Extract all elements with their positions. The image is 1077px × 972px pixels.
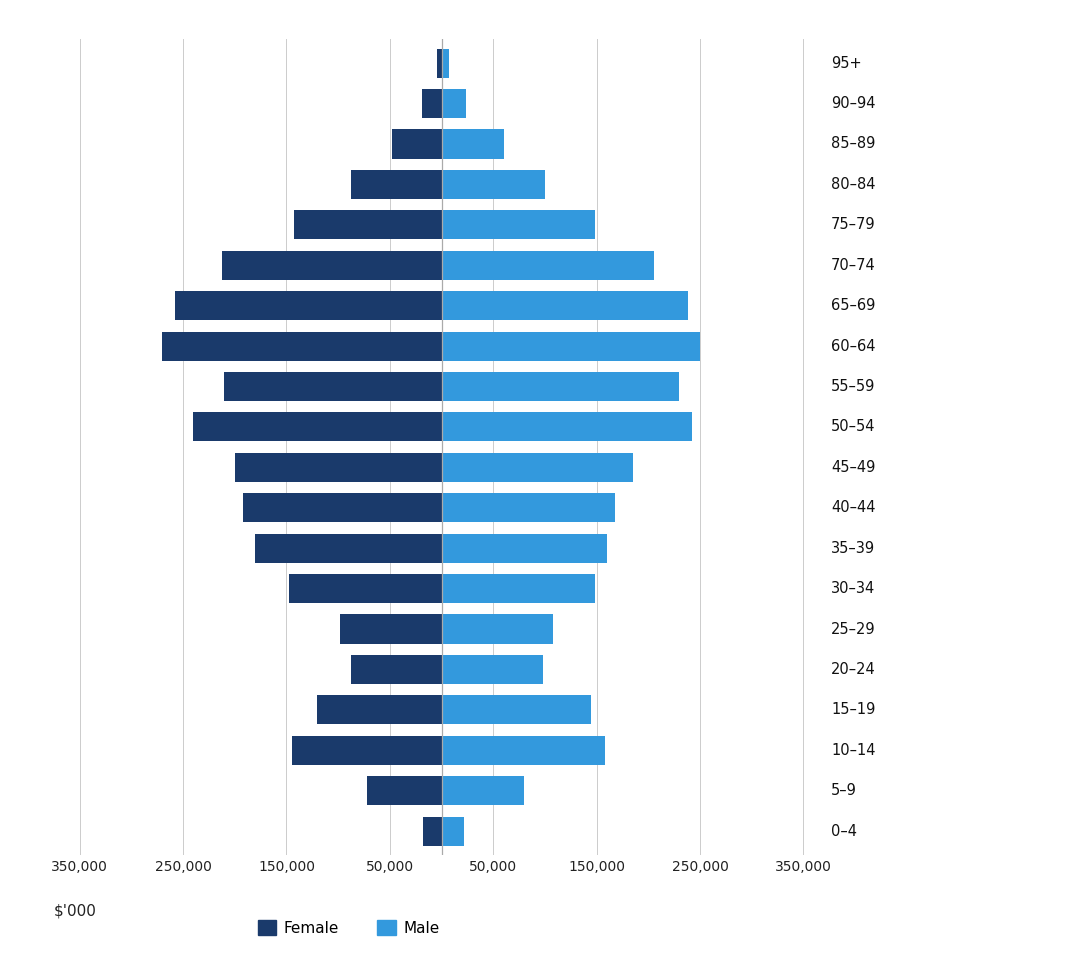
Bar <box>292 736 442 765</box>
Text: 60–64: 60–64 <box>831 338 876 354</box>
Bar <box>294 210 442 239</box>
Text: 50–54: 50–54 <box>831 419 876 434</box>
Text: 95+: 95+ <box>831 55 862 71</box>
Bar <box>340 614 442 643</box>
Bar <box>442 493 615 522</box>
Bar <box>174 291 442 320</box>
Bar <box>255 534 442 563</box>
Bar <box>442 412 691 441</box>
Bar <box>224 372 442 401</box>
Text: 70–74: 70–74 <box>831 258 876 273</box>
Text: 5–9: 5–9 <box>831 783 857 798</box>
Text: 25–29: 25–29 <box>831 621 876 637</box>
Bar <box>442 776 524 805</box>
Bar <box>194 412 442 441</box>
Bar <box>442 372 680 401</box>
Bar <box>243 493 442 522</box>
Bar <box>442 331 700 361</box>
Bar <box>442 695 591 724</box>
Bar <box>289 574 442 604</box>
Bar <box>437 49 442 78</box>
Text: 0–4: 0–4 <box>831 823 857 839</box>
Text: 40–44: 40–44 <box>831 501 876 515</box>
Bar <box>442 49 449 78</box>
Bar <box>367 776 442 805</box>
Bar <box>235 453 442 482</box>
Legend: Female, Male: Female, Male <box>252 914 446 942</box>
Text: 10–14: 10–14 <box>831 743 876 758</box>
Bar <box>318 695 442 724</box>
Bar <box>422 89 442 119</box>
Text: 45–49: 45–49 <box>831 460 876 475</box>
Bar <box>442 574 595 604</box>
Text: 35–39: 35–39 <box>831 540 876 556</box>
Text: 85–89: 85–89 <box>831 136 876 152</box>
Bar <box>442 129 504 158</box>
Bar <box>442 210 595 239</box>
Bar <box>423 816 442 846</box>
Bar <box>442 453 633 482</box>
Bar <box>442 291 687 320</box>
Bar <box>442 534 607 563</box>
Text: 75–79: 75–79 <box>831 218 876 232</box>
Bar <box>442 655 543 684</box>
Bar <box>351 170 442 199</box>
Bar <box>442 736 605 765</box>
Text: 90–94: 90–94 <box>831 96 876 111</box>
Text: 15–19: 15–19 <box>831 703 876 717</box>
Bar <box>392 129 442 158</box>
Bar <box>351 655 442 684</box>
Bar <box>442 816 464 846</box>
Bar <box>442 251 654 280</box>
Text: 65–69: 65–69 <box>831 298 876 313</box>
Text: 20–24: 20–24 <box>831 662 876 677</box>
Bar <box>163 331 442 361</box>
Text: $'000: $'000 <box>54 904 97 919</box>
Bar <box>222 251 442 280</box>
Bar <box>442 170 545 199</box>
Text: 30–34: 30–34 <box>831 581 876 596</box>
Text: 55–59: 55–59 <box>831 379 876 394</box>
Bar <box>442 89 466 119</box>
Bar <box>442 614 554 643</box>
Text: 80–84: 80–84 <box>831 177 876 191</box>
